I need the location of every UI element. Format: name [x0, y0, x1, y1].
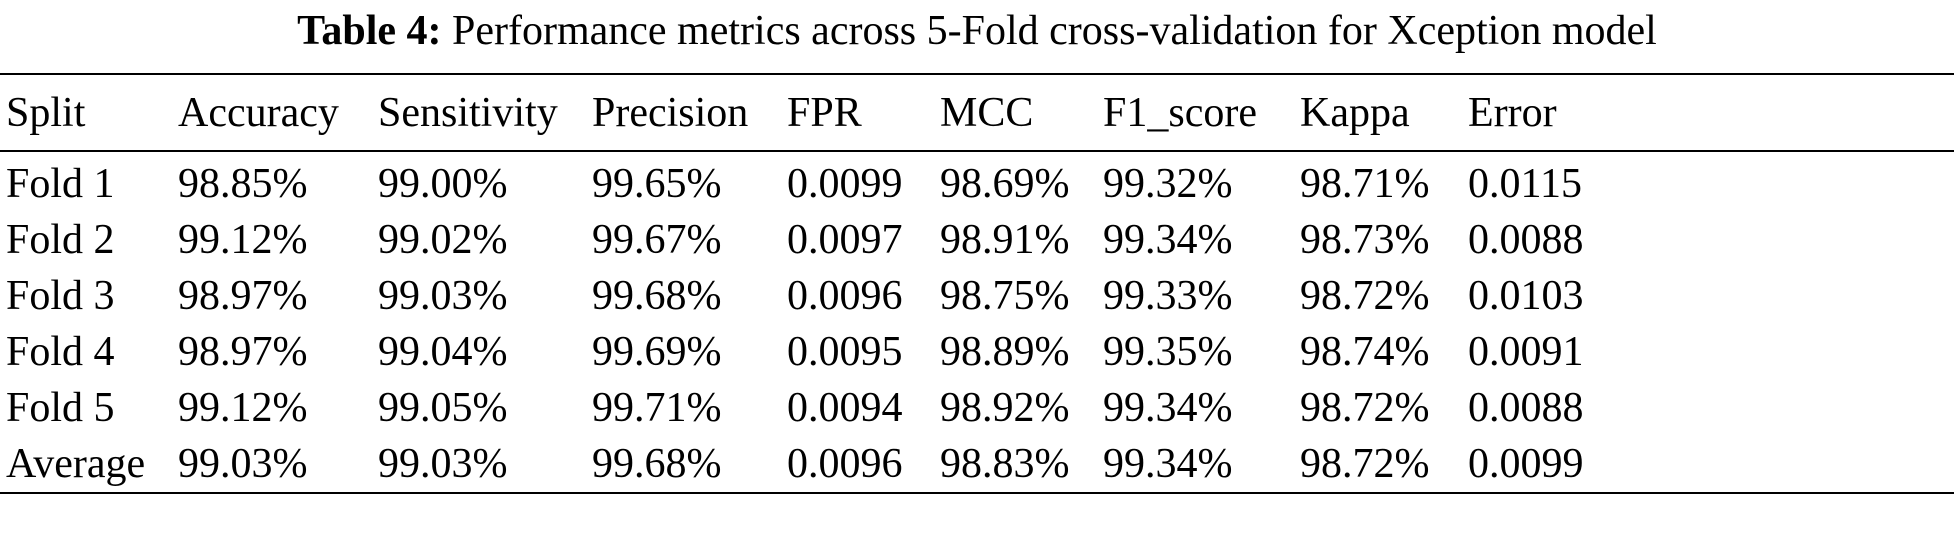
table-cell: 0.0094	[787, 385, 903, 431]
table-cell: 98.83%	[940, 441, 1070, 487]
table-cell: 98.97%	[178, 273, 308, 319]
column-header-split: Split	[6, 89, 86, 136]
table-cell: 99.34%	[1103, 441, 1233, 487]
table-cell: 99.35%	[1103, 329, 1233, 375]
table-row: Fold 4 98.97% 99.04% 99.69% 0.0095 98.89…	[0, 324, 1954, 380]
table-cell: 99.34%	[1103, 217, 1233, 263]
table-cell: 0.0099	[787, 161, 903, 207]
table-cell: Fold 3	[6, 273, 115, 319]
table-row: Fold 3 98.97% 99.03% 99.68% 0.0096 98.75…	[0, 268, 1954, 324]
table-cell: 0.0096	[787, 441, 903, 487]
table-cell: 99.67%	[592, 217, 722, 263]
table-cell: 99.65%	[592, 161, 722, 207]
table-cell: 99.34%	[1103, 385, 1233, 431]
table-cell: 98.97%	[178, 329, 308, 375]
table-cell: 0.0095	[787, 329, 903, 375]
column-header-sensitivity: Sensitivity	[378, 89, 558, 136]
table-cell: 99.68%	[592, 273, 722, 319]
table-cell: 99.02%	[378, 217, 508, 263]
table-cell: 0.0099	[1468, 441, 1584, 487]
column-header-f1-score: F1_score	[1103, 89, 1257, 136]
table-cell: 99.03%	[178, 441, 308, 487]
table-cell: 99.03%	[378, 273, 508, 319]
table-cell: 0.0088	[1468, 385, 1584, 431]
table-cell: 98.91%	[940, 217, 1070, 263]
table-cell: 0.0088	[1468, 217, 1584, 263]
table-cell: 99.69%	[592, 329, 722, 375]
table-row: Fold 5 99.12% 99.05% 99.71% 0.0094 98.92…	[0, 380, 1954, 436]
table-row: Fold 1 98.85% 99.00% 99.65% 0.0099 98.69…	[0, 151, 1954, 212]
table-cell: 99.32%	[1103, 161, 1233, 207]
table-cell: 98.69%	[940, 161, 1070, 207]
table-cell: 98.71%	[1300, 161, 1430, 207]
table-header-row: Split Accuracy Sensitivity Precision FPR…	[0, 74, 1954, 151]
table-cell: 0.0103	[1468, 273, 1584, 319]
table-cell: 99.04%	[378, 329, 508, 375]
table-cell: Average	[6, 441, 146, 487]
table-cell: 99.33%	[1103, 273, 1233, 319]
table-cell: 98.74%	[1300, 329, 1430, 375]
table-cell: 98.75%	[940, 273, 1070, 319]
table-cell: 98.72%	[1300, 273, 1430, 319]
column-header-precision: Precision	[592, 89, 749, 136]
table-cell: 98.85%	[178, 161, 308, 207]
table-cell: Fold 1	[6, 161, 115, 207]
column-header-kappa: Kappa	[1300, 89, 1410, 136]
table-cell: 99.05%	[378, 385, 508, 431]
table-row-average: Average 99.03% 99.03% 99.68% 0.0096 98.8…	[0, 436, 1954, 493]
table-cell: 98.73%	[1300, 217, 1430, 263]
table-cell: 99.03%	[378, 441, 508, 487]
table-cell: 99.12%	[178, 385, 308, 431]
table-cell: 0.0096	[787, 273, 903, 319]
table-cell: 99.68%	[592, 441, 722, 487]
table-caption-label: Table 4:	[297, 8, 442, 54]
table-caption-text: Performance metrics across 5-Fold cross-…	[452, 8, 1657, 54]
table-caption: Table 4: Performance metrics across 5-Fo…	[0, 6, 1954, 56]
table-cell: 98.72%	[1300, 385, 1430, 431]
column-header-mcc: MCC	[940, 89, 1034, 136]
table-cell: Fold 2	[6, 217, 115, 263]
table-cell: 98.89%	[940, 329, 1070, 375]
table-cell: 0.0091	[1468, 329, 1584, 375]
column-header-error: Error	[1468, 89, 1557, 136]
table-cell: 98.92%	[940, 385, 1070, 431]
column-header-accuracy: Accuracy	[178, 89, 339, 136]
table-cell: 0.0115	[1468, 161, 1582, 207]
table-cell: 0.0097	[787, 217, 903, 263]
table-cell: 99.71%	[592, 385, 722, 431]
table-row: Fold 2 99.12% 99.02% 99.67% 0.0097 98.91…	[0, 212, 1954, 268]
table-cell: 99.00%	[378, 161, 508, 207]
table-cell: Fold 5	[6, 385, 115, 431]
metrics-table: Split Accuracy Sensitivity Precision FPR…	[0, 73, 1954, 494]
column-header-fpr: FPR	[787, 89, 862, 136]
table-cell: Fold 4	[6, 329, 115, 375]
table-cell: 99.12%	[178, 217, 308, 263]
table-cell: 98.72%	[1300, 441, 1430, 487]
